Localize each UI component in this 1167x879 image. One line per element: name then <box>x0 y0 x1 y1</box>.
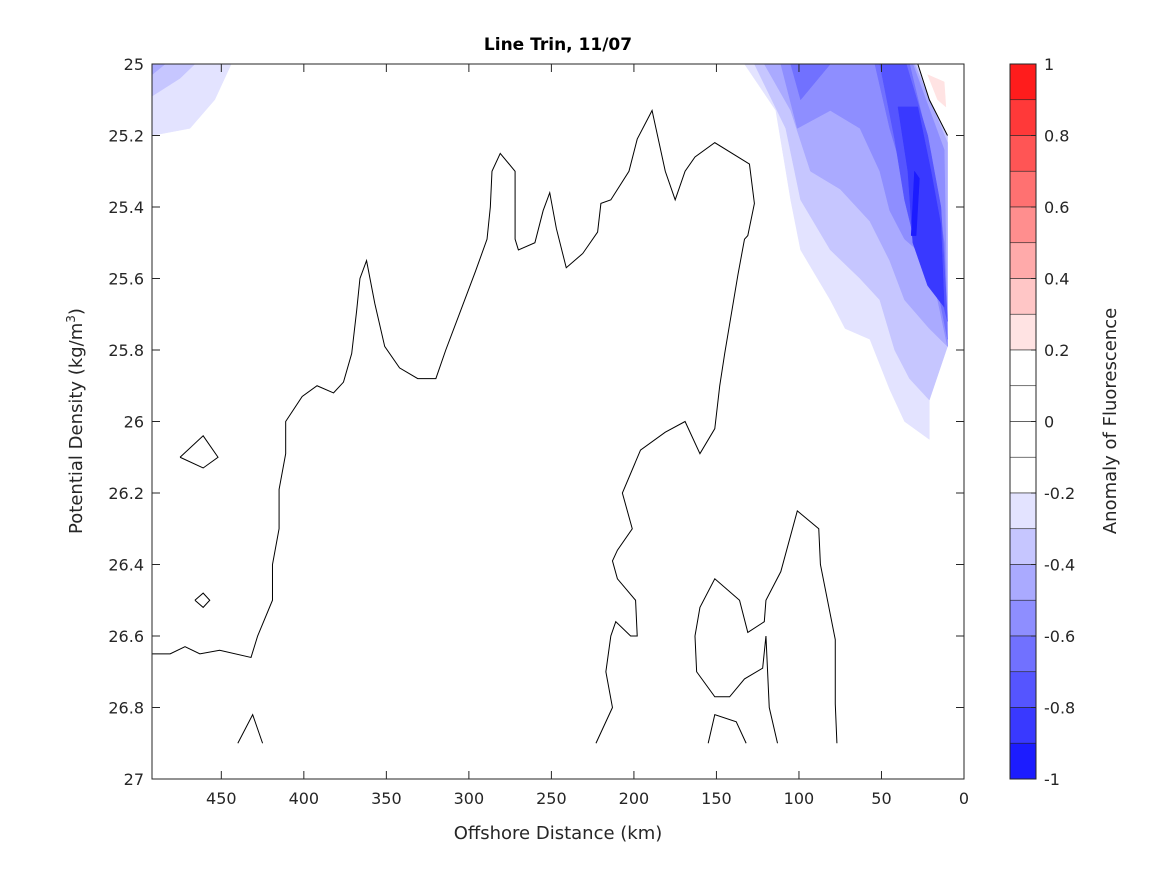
colorbar-tick-label: 0.6 <box>1044 198 1069 217</box>
colorbar-tick-label: -0.4 <box>1044 556 1075 575</box>
x-tick-label: 350 <box>371 789 402 808</box>
x-tick-label: 50 <box>871 789 891 808</box>
y-tick-label: 25.8 <box>108 341 144 360</box>
x-axis-ticks: 450 400 350 300 250 200 150 100 50 0 <box>206 64 969 808</box>
colorbar: 1 0.8 0.6 0.4 0.2 0 -0.2 -0.4 -0.6 -0.8 -1 <box>1009 55 1075 789</box>
x-tick-label: 0 <box>959 789 969 808</box>
y-tick-label: 26 <box>124 413 144 432</box>
zero-contour-lines <box>152 64 948 744</box>
y-tick-label: 27 <box>124 770 144 789</box>
contour-fill-region <box>897 106 945 308</box>
zero-contour-line <box>694 509 838 744</box>
x-tick-label: 250 <box>536 789 567 808</box>
zero-contour-line <box>917 64 948 136</box>
colorbar-tick-label: 0.2 <box>1044 341 1069 360</box>
colorbar-swatch <box>1009 206 1037 244</box>
colorbar-swatch <box>1009 135 1037 172</box>
x-tick-label: 400 <box>289 789 320 808</box>
y-axis-label: Potential Density (kg/m3) <box>64 308 87 534</box>
colorbar-swatch <box>1009 671 1037 708</box>
colorbar-swatch <box>1009 742 1037 780</box>
zero-contour-line <box>694 635 778 744</box>
y-tick-label: 26.6 <box>108 627 144 646</box>
colorbar-tick-label: 0.4 <box>1044 270 1069 289</box>
zero-contour-line <box>152 109 755 744</box>
contour-fill-region <box>559 64 602 86</box>
colorbar-swatch <box>1009 313 1037 351</box>
x-tick-label: 300 <box>454 789 485 808</box>
x-tick-label: 100 <box>784 789 815 808</box>
colorbar-swatch <box>1009 528 1037 565</box>
colorbar-tick-label: -1 <box>1044 770 1060 789</box>
colorbar-tick-label: 0.8 <box>1044 127 1069 146</box>
colorbar-label: Anomaly of Fluorescence <box>1100 308 1121 534</box>
y-tick-label: 26.2 <box>108 484 144 503</box>
colorbar-swatch <box>1009 385 1037 422</box>
contour-fill-region <box>409 64 461 101</box>
x-axis-label: Offshore Distance (km) <box>454 823 663 844</box>
y-tick-label: 25.4 <box>108 198 144 217</box>
contour-fill-region <box>790 64 831 101</box>
y-tick-label: 26.4 <box>108 556 144 575</box>
y-tick-label: 25.6 <box>108 270 144 289</box>
colorbar-swatch <box>1009 63 1037 101</box>
y-axis-ticks: 25 25.2 25.4 25.6 25.8 26 26.2 26.4 26.6 26.8 27 <box>108 55 964 789</box>
colorbar-swatch <box>1009 349 1037 387</box>
y-tick-label: 26.8 <box>108 699 144 718</box>
colorbar-tick-label: 0 <box>1044 413 1054 432</box>
colorbar-swatch <box>1009 564 1037 601</box>
colorbar-swatch <box>1009 456 1037 494</box>
zero-contour-line <box>194 592 211 609</box>
colorbar-swatch <box>1009 599 1037 637</box>
colorbar-swatch <box>1009 170 1037 208</box>
colorbar-swatch <box>1009 242 1037 279</box>
colorbar-tick-label: -0.6 <box>1044 627 1075 646</box>
x-tick-label: 150 <box>701 789 732 808</box>
y-tick-label: 25 <box>124 55 144 74</box>
colorbar-tick-label: -0.2 <box>1044 484 1075 503</box>
zero-contour-line <box>179 435 219 469</box>
zero-contour-line <box>237 713 264 744</box>
chart-title: Line Trin, 11/07 <box>484 35 632 55</box>
colorbar-swatch <box>1009 707 1037 744</box>
colorbar-swatch <box>1009 635 1037 673</box>
contour-fill-region <box>152 64 196 97</box>
filled-contours <box>152 64 948 487</box>
colorbar-tick-label: -0.8 <box>1044 699 1075 718</box>
contour-fill-region <box>910 170 920 236</box>
colorbar-swatch <box>1009 492 1037 530</box>
y-tick-label: 25.2 <box>108 127 144 146</box>
colorbar-swatch <box>1009 421 1037 458</box>
contour-fill-region <box>927 74 947 108</box>
x-tick-label: 200 <box>619 789 650 808</box>
x-tick-label: 450 <box>206 789 237 808</box>
colorbar-swatch <box>1009 278 1037 315</box>
colorbar-swatch <box>1009 99 1037 136</box>
contour-fill-region <box>152 64 166 76</box>
colorbar-tick-label: 1 <box>1044 55 1054 74</box>
zero-contour-line <box>707 714 747 744</box>
